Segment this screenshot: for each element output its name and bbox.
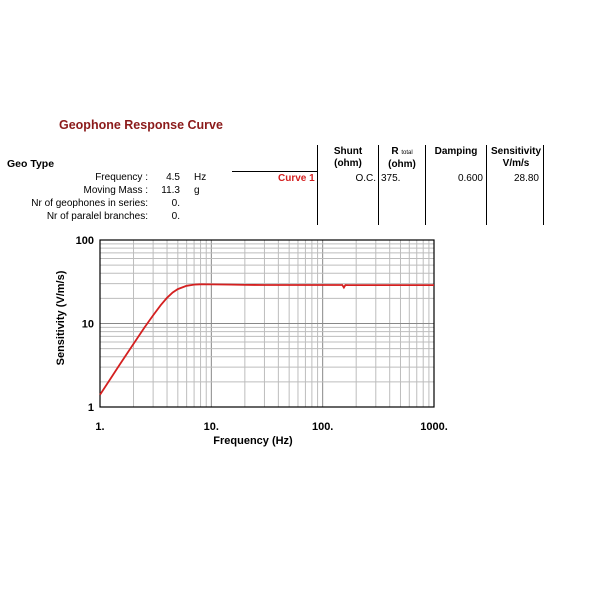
curve-1-label: Curve 1 bbox=[278, 173, 315, 184]
y-axis-label: Sensitivity (V/m/s) bbox=[55, 270, 67, 365]
moving-mass-label: Moving Mass : bbox=[83, 185, 148, 196]
frequency-value: 4.5 bbox=[166, 172, 180, 183]
x-tick-label: 10. bbox=[204, 421, 219, 433]
table-divider-4 bbox=[486, 145, 487, 225]
parallel-branches-label: Nr of paralel branches: bbox=[46, 211, 148, 222]
x-tick-label: 1. bbox=[95, 421, 104, 433]
x-tick-label: 1000. bbox=[420, 421, 448, 433]
moving-mass-value: 11.3 bbox=[161, 185, 180, 196]
chart-title: Geophone Response Curve bbox=[59, 118, 223, 132]
y-tick-label: 100 bbox=[76, 235, 94, 247]
table-divider-2 bbox=[378, 145, 379, 225]
sensitivity-value: 28.80 bbox=[513, 173, 539, 184]
series-line-curve-1 bbox=[99, 283, 434, 396]
frequency-label: Frequency : bbox=[95, 172, 148, 183]
table-divider-1 bbox=[317, 145, 318, 225]
chart-axes: 1. 10. 100. 1000. 1 10 100 bbox=[76, 235, 448, 433]
y-tick-label: 10 bbox=[82, 319, 94, 331]
frequency-unit: Hz bbox=[194, 172, 207, 183]
geophones-series-value: 0. bbox=[171, 198, 180, 209]
geo-type-label: Geo Type bbox=[7, 158, 55, 170]
shunt-value: O.C. bbox=[355, 173, 376, 184]
rtotal-value: 375. bbox=[381, 173, 401, 184]
rtotal-header: R total (ohm) bbox=[388, 146, 416, 170]
table-divider-5 bbox=[543, 145, 544, 225]
y-tick-label: 1 bbox=[88, 402, 94, 414]
plot-frame bbox=[99, 239, 435, 408]
chart-grid bbox=[100, 240, 434, 407]
geophones-series-label: Nr of geophones in series: bbox=[31, 198, 148, 209]
table-divider-3 bbox=[425, 145, 426, 225]
chart-series bbox=[99, 283, 434, 396]
sensitivity-header: Sensitivity V/m/s bbox=[490, 146, 542, 169]
damping-header: Damping bbox=[434, 146, 478, 157]
moving-mass-unit: g bbox=[194, 185, 200, 196]
parallel-branches-value: 0. bbox=[171, 211, 180, 222]
damping-value: 0.600 bbox=[457, 173, 483, 184]
table-row-line bbox=[232, 171, 317, 172]
x-tick-label: 100. bbox=[312, 421, 333, 433]
shunt-header: Shunt (ohm) bbox=[333, 146, 363, 169]
x-axis-label: Frequency (Hz) bbox=[213, 435, 293, 447]
